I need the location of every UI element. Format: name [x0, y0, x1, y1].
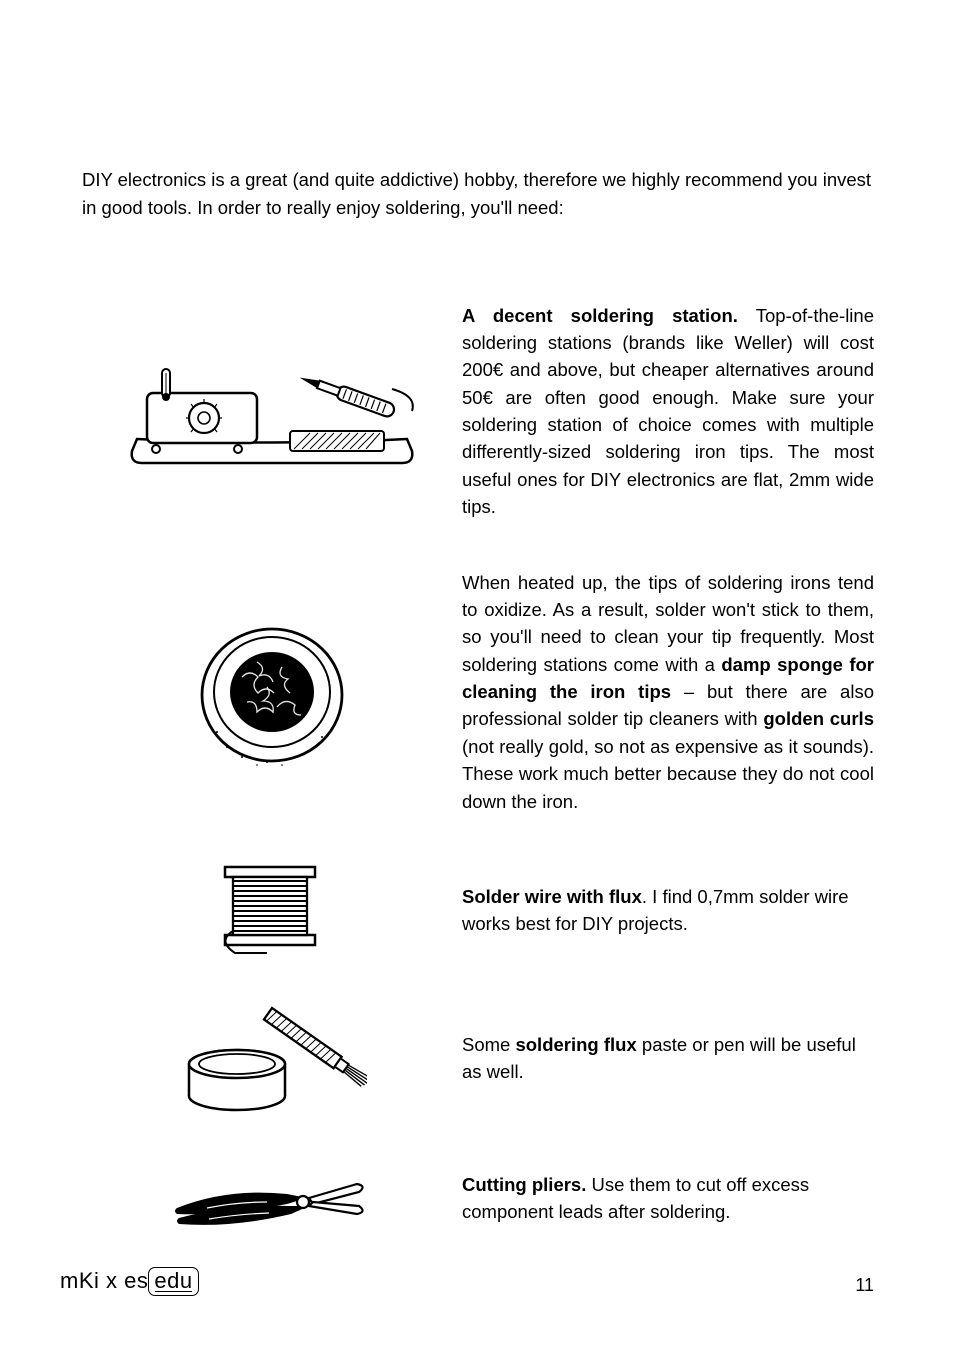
logo-box: edu	[148, 1267, 198, 1296]
text: (not really gold, so not as expensive as…	[462, 736, 874, 812]
tip-cleaner-icon	[82, 607, 462, 777]
item-row-tip-cleaner: When heated up, the tips of soldering ir…	[82, 569, 874, 815]
bold-text: soldering flux	[515, 1034, 636, 1055]
bold-text: Cutting pliers.	[462, 1174, 586, 1195]
item-desc: Some soldering flux paste or pen will be…	[462, 1031, 874, 1086]
item-desc: A decent soldering station. Top-of-the-l…	[462, 302, 874, 521]
item-desc: Cutting pliers. Use them to cut off exce…	[462, 1171, 874, 1226]
text: Some	[462, 1034, 515, 1055]
logo-prefix: mKi x es	[60, 1268, 148, 1293]
flux-icon	[82, 998, 462, 1118]
brand-logo: mKi x esedu	[60, 1267, 199, 1296]
text: Top-of-the-line soldering stations (bran…	[462, 305, 874, 518]
soldering-station-icon	[82, 351, 462, 471]
cutting-pliers-icon	[82, 1158, 462, 1238]
intro-text: DIY electronics is a great (and quite ad…	[82, 166, 874, 222]
bold-text: Solder wire with flux	[462, 886, 642, 907]
item-row-flux: Some soldering flux paste or pen will be…	[82, 998, 874, 1118]
item-desc: Solder wire with flux. I find 0,7mm sold…	[462, 883, 874, 938]
bold-text: golden curls	[763, 708, 874, 729]
solder-wire-icon	[82, 863, 462, 958]
item-row-soldering-station: A decent soldering station. Top-of-the-l…	[82, 302, 874, 521]
page-footer: mKi x esedu 11	[60, 1267, 874, 1296]
item-row-cutting-pliers: Cutting pliers. Use them to cut off exce…	[82, 1158, 874, 1238]
page-number: 11	[855, 1275, 874, 1296]
bold-text: A decent soldering station.	[462, 305, 738, 326]
item-row-solder-wire: Solder wire with flux. I find 0,7mm sold…	[82, 863, 874, 958]
item-desc: When heated up, the tips of soldering ir…	[462, 569, 874, 815]
